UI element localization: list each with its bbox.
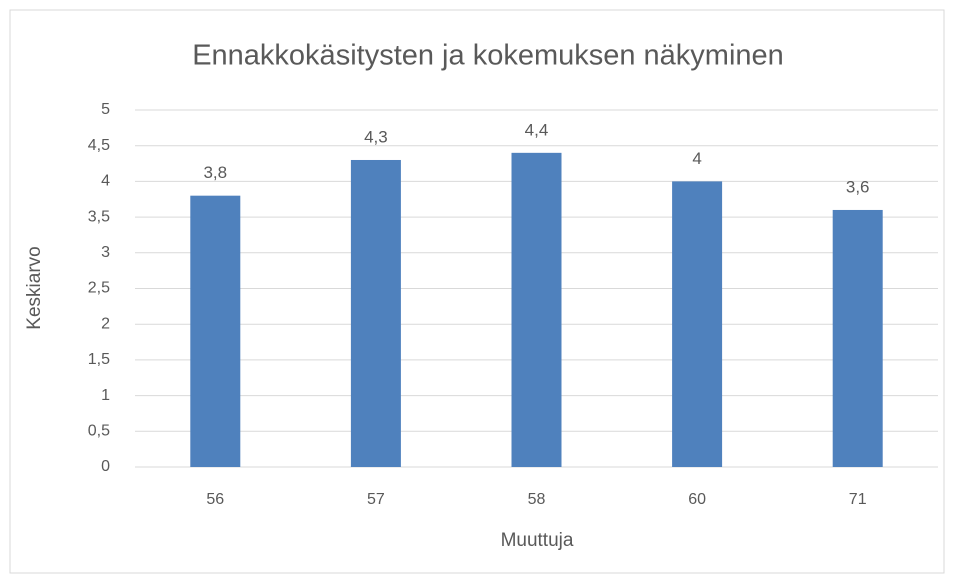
data-label: 4,3: [364, 127, 388, 146]
data-label: 4: [692, 149, 701, 168]
y-tick-label: 5: [101, 101, 110, 118]
x-tick-label: 58: [528, 491, 546, 508]
y-tick-label: 1: [101, 387, 110, 404]
bar: [190, 195, 241, 467]
x-tick-label: 56: [206, 491, 224, 508]
x-axis-title: Muuttuja: [501, 530, 574, 551]
bar: [350, 159, 401, 468]
bar: [511, 152, 562, 467]
y-tick-label: 2: [101, 315, 110, 332]
x-tick-label: 71: [849, 491, 867, 508]
y-axis-title: Keskiarvo: [24, 246, 45, 329]
data-label: 3,8: [203, 163, 227, 182]
y-tick-label: 4: [101, 173, 110, 190]
chart-border: [9, 9, 945, 574]
x-tick-label: 60: [688, 491, 706, 508]
y-tick-label: 4,5: [88, 137, 110, 154]
y-tick-label: 0: [101, 458, 110, 475]
y-tick-label: 2,5: [88, 280, 110, 297]
y-tick-label: 1,5: [88, 351, 110, 368]
chart-title: Ennakkokäsitysten ja kokemuksen näkymine…: [192, 40, 784, 72]
bar: [832, 209, 883, 467]
y-tick-label: 0,5: [88, 423, 110, 440]
data-label: 3,6: [846, 177, 870, 196]
x-tick-label: 57: [367, 491, 385, 508]
bar: [672, 181, 723, 467]
y-tick-label: 3,5: [88, 208, 110, 225]
y-tick-label: 3: [101, 244, 110, 261]
data-label: 4,4: [525, 120, 549, 139]
